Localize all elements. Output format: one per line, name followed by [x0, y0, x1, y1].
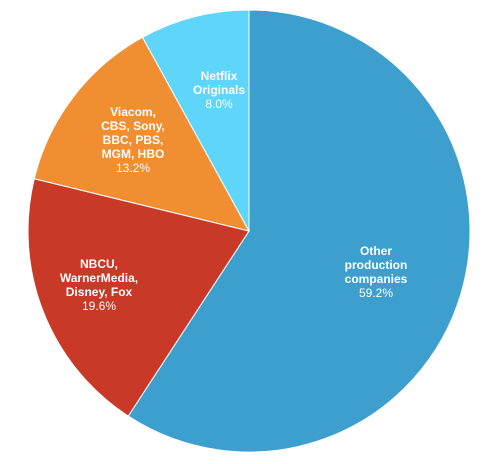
slice-value: 8.0%: [205, 97, 233, 111]
slice-label: NBCU, WarnerMedia, Disney, Fox 19.6%: [54, 257, 144, 313]
slice-label: Viacom, CBS, Sony, BBC, PBS, MGM, HBO 13.…: [95, 105, 171, 175]
pie-slice: [127, 9, 471, 453]
slice-value: 59.2%: [358, 286, 394, 300]
slice-name: Other production companies: [344, 244, 408, 286]
slice-name: Netflix Originals: [192, 69, 245, 97]
slice-name: NBCU, WarnerMedia, Disney, Fox: [59, 257, 139, 299]
pie-slice: [141, 9, 250, 232]
slice-name: Viacom, CBS, Sony, BBC, PBS, MGM, HBO: [101, 105, 165, 161]
pie-slice: [27, 178, 250, 417]
slice-label: Netflix Originals 8.0%: [186, 69, 252, 111]
slice-value: 19.6%: [81, 299, 117, 313]
slice-value: 13.2%: [115, 161, 151, 175]
slice-label: Other production companies 59.2%: [336, 244, 416, 300]
pie-slice: [33, 36, 250, 232]
